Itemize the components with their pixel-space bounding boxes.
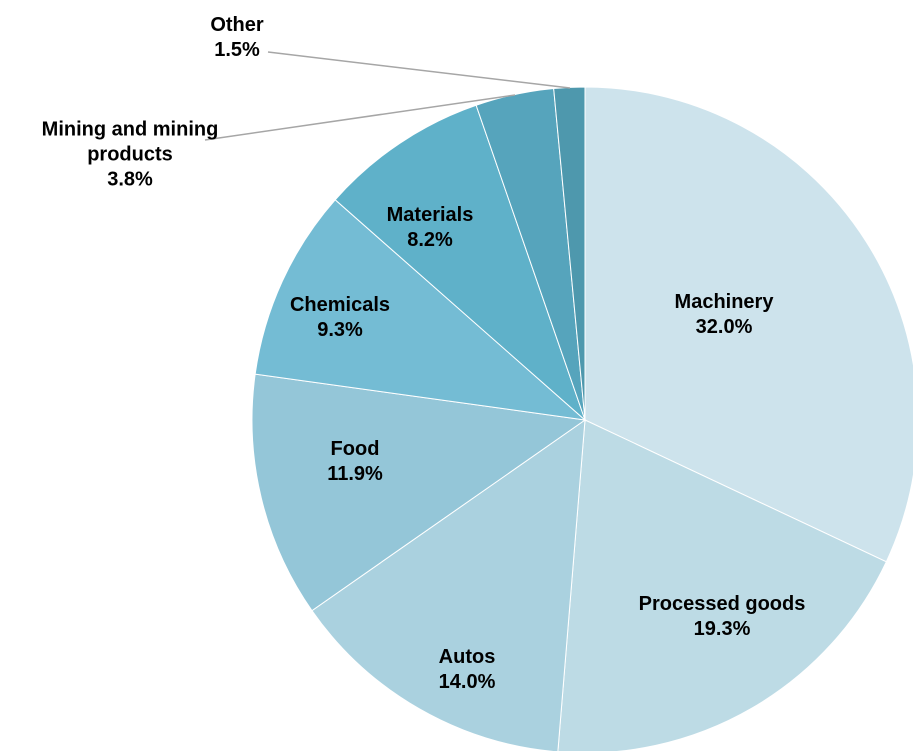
slice-label: Food 11.9% <box>327 437 383 487</box>
slice-label: Machinery 32.0% <box>675 290 774 340</box>
pie-slice <box>251 373 587 612</box>
value-label: 19.3% <box>693 618 751 640</box>
category-label: Chemicals <box>289 294 391 316</box>
leader-line <box>267 51 571 89</box>
pie-slice <box>254 199 587 421</box>
value-label: 3.8% <box>107 168 153 191</box>
slice-label: Chemicals 9.3% <box>290 293 390 343</box>
category-label: Processed goods <box>638 593 806 615</box>
slice-label: Other 1.5% <box>210 13 263 63</box>
category-label: Other <box>210 14 264 36</box>
category-label: Machinery <box>674 291 774 313</box>
value-label: 1.5% <box>214 39 260 61</box>
slice-label: Processed goods 19.3% <box>639 592 806 642</box>
category-label: Mining and mining products <box>41 118 219 166</box>
pie-slice <box>311 418 586 751</box>
value-label: 32.0% <box>695 316 753 338</box>
category-label: Food <box>330 438 380 460</box>
leader-line <box>204 94 516 141</box>
value-label: 8.2% <box>407 229 453 251</box>
value-label: 14.0% <box>438 671 496 693</box>
slice-label: Materials 8.2% <box>387 203 474 253</box>
slice-label: Autos 14.0% <box>439 645 496 695</box>
pie-slice <box>334 104 587 422</box>
category-label: Autos <box>438 646 496 668</box>
pie-slice <box>584 86 913 563</box>
slice-label: Mining and mining products 3.8% <box>5 118 255 193</box>
value-label: 9.3% <box>317 319 363 341</box>
value-label: 11.9% <box>327 463 383 485</box>
pie-slice <box>557 419 887 751</box>
category-label: Materials <box>386 204 474 226</box>
